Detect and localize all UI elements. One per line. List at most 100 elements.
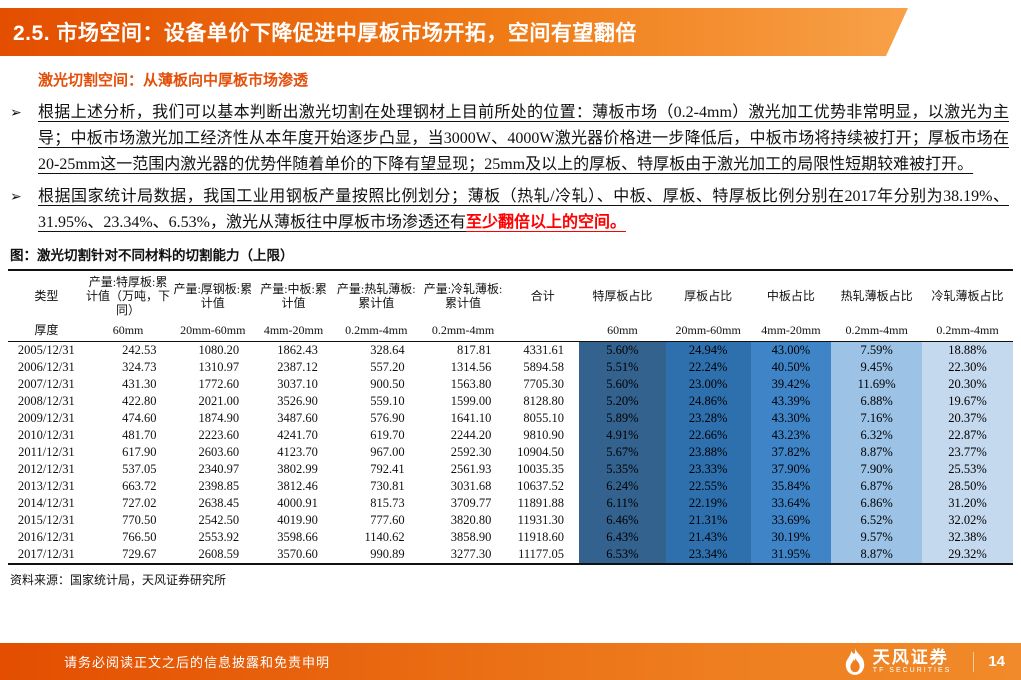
- table-row: 2015/12/31 770.50 2542.50 4019.90 777.60 3820…: [8, 512, 1013, 529]
- table-cell: 1310.97: [198, 360, 240, 374]
- table-cell: 2223.60: [198, 428, 240, 442]
- table-cell: 729.67: [122, 547, 157, 561]
- table-cell: 2561.93: [450, 462, 492, 476]
- table-cell: 8.87%: [831, 546, 923, 564]
- table-cell: 29.32%: [922, 546, 1013, 564]
- table-cell: 990.89: [370, 547, 405, 561]
- bullet-highlight-text: 至少翻倍以上的空间。: [466, 214, 627, 231]
- bullet-text: 根据国家统计局数据，我国工业用钢板产量按照比例划分；薄板（热轧/冷轧）、中板、厚…: [38, 184, 1009, 236]
- column-header: 类型: [34, 289, 59, 303]
- column-header: 产量:冷轧薄板:累计值: [423, 282, 503, 310]
- table-cell: 5.67%: [579, 444, 666, 461]
- table-cell: 2244.20: [450, 428, 492, 442]
- title-bar: 2.5. 市场空间：设备单价下降促进中厚板市场开拓，空间有望翻倍: [0, 8, 908, 56]
- table-cell: 24.94%: [665, 341, 751, 359]
- table-cell: 2553.92: [198, 530, 240, 544]
- table-cell: 422.80: [122, 394, 157, 408]
- brand-text: 天风证券 TF SECURITIES: [872, 647, 952, 675]
- table-cell: 24.86%: [665, 393, 751, 410]
- table-cell: 2638.45: [198, 496, 240, 510]
- table-cell: 18.88%: [922, 341, 1013, 359]
- table-cell: 22.24%: [665, 359, 751, 376]
- table-cell: 6.43%: [579, 529, 666, 546]
- table-cell: 5.51%: [579, 359, 666, 376]
- table-cell: 474.60: [122, 411, 157, 425]
- table-cell: 3526.90: [277, 394, 318, 408]
- table-cell: 11.69%: [831, 376, 923, 393]
- table-cell: 328.64: [370, 343, 405, 357]
- table-cell: 2603.60: [198, 445, 240, 459]
- table-cell: 6.53%: [579, 546, 666, 564]
- table-cell: 777.60: [370, 513, 405, 527]
- table-cell: 815.73: [370, 496, 405, 510]
- brand-name-cn: 天风证券: [872, 647, 949, 667]
- flame-icon: [843, 647, 867, 676]
- table-cell: 2012/12/31: [17, 462, 75, 476]
- table-cell: 43.39%: [750, 393, 832, 410]
- table-cell: 242.53: [122, 343, 157, 357]
- figure-block: 图：激光切割针对不同材料的切割能力（上限） 类型 产量:特厚板:累计值（万吨，下同…: [8, 242, 1013, 588]
- bullet-item: ➢ 根据国家统计局数据，我国工业用钢板产量按照比例划分；薄板（热轧/冷轧）、中板…: [10, 184, 1009, 236]
- table-cell: 4241.70: [277, 428, 318, 442]
- table-cell: 3820.80: [450, 513, 492, 527]
- table-cell: 1599.00: [450, 394, 492, 408]
- table-cell: 23.28%: [665, 410, 751, 427]
- table-cell: 22.66%: [665, 427, 751, 444]
- table-cell: 537.05: [122, 462, 157, 476]
- bullet-text: 根据上述分析，我们可以基本判断出激光切割在处理钢材上目前所处的位置：薄板市场（0…: [38, 100, 1009, 178]
- column-thickness: 60mm: [579, 319, 666, 342]
- table-cell: 7.16%: [831, 410, 923, 427]
- table-cell: 9.57%: [831, 529, 923, 546]
- table-cell: 2008/12/31: [17, 394, 75, 408]
- brand-logo: 天风证券 TF SECURITIES: [843, 647, 952, 676]
- table-cell: 766.50: [122, 530, 157, 544]
- column-header: 产量:中板:累计值: [260, 282, 327, 310]
- column-thickness: 厚度: [8, 319, 85, 342]
- table-cell: 35.84%: [750, 478, 832, 495]
- table-cell: 3037.10: [277, 377, 318, 391]
- table-cell: 11931.30: [517, 513, 565, 527]
- table-cell: 11177.05: [518, 547, 565, 561]
- table-cell: 2009/12/31: [17, 411, 75, 425]
- table-cell: 4.91%: [579, 427, 666, 444]
- table-cell: 8055.10: [523, 411, 565, 425]
- table-cell: 3812.46: [277, 479, 318, 493]
- brand-name-en: TF SECURITIES: [872, 666, 952, 674]
- table-cell: 23.88%: [665, 444, 751, 461]
- table-cell: 6.88%: [831, 393, 923, 410]
- table-cell: 11918.60: [517, 530, 565, 544]
- table-cell: 7705.30: [523, 377, 565, 391]
- table-cell: 2005/12/31: [17, 343, 75, 357]
- table-cell: 900.50: [370, 377, 405, 391]
- table-cell: 2387.12: [277, 360, 318, 374]
- table-cell: 32.02%: [922, 512, 1013, 529]
- column-thickness: 4mm-20mm: [750, 319, 832, 342]
- table-cell: 817.81: [457, 343, 492, 357]
- table-cell: 6.32%: [831, 427, 923, 444]
- table-row: 2013/12/31 663.72 2398.85 3812.46 730.81 3031…: [8, 478, 1013, 495]
- table-cell: 43.00%: [750, 341, 832, 359]
- table-cell: 1641.10: [450, 411, 492, 425]
- data-source-note: 资料来源：国家统计局，天风证券研究所: [10, 573, 227, 587]
- table-row: 2017/12/31 729.67 2608.59 3570.60 990.89 3277…: [8, 546, 1013, 564]
- table-row: 2011/12/31 617.90 2603.60 4123.70 967.00 2592…: [8, 444, 1013, 461]
- table-cell: 576.90: [370, 411, 405, 425]
- table-cell: 11891.88: [517, 496, 565, 510]
- footer-disclaimer: 请务必阅读正文之后的信息披露和免责申明: [64, 655, 331, 670]
- footer-right: 天风证券 TF SECURITIES 14: [843, 647, 1021, 676]
- table-cell: 1140.62: [364, 530, 405, 544]
- table-cell: 33.64%: [750, 495, 832, 512]
- table-row: 2010/12/31 481.70 2223.60 4241.70 619.70 2244…: [8, 427, 1013, 444]
- bullet-body-text: 根据国家统计局数据，我国工业用钢板产量按照比例划分；薄板（热轧/冷轧）、中板、厚…: [38, 188, 1009, 231]
- table-cell: 3802.99: [277, 462, 318, 476]
- table-head: 类型 产量:特厚板:累计值（万吨，下同） 产量:厚钢板:累计值 产量:中板:累计值 产量…: [8, 271, 1013, 342]
- table-cell: 2006/12/31: [17, 360, 75, 374]
- table-cell: 967.00: [370, 445, 405, 459]
- column-thickness: 20mm-60mm: [665, 319, 751, 342]
- table-cell: 3570.60: [277, 547, 318, 561]
- table-cell: 21.31%: [665, 512, 751, 529]
- table-cell: 7.59%: [831, 341, 923, 359]
- table-cell: 792.41: [370, 462, 405, 476]
- table-cell: 557.20: [370, 360, 405, 374]
- table-cell: 43.30%: [750, 410, 832, 427]
